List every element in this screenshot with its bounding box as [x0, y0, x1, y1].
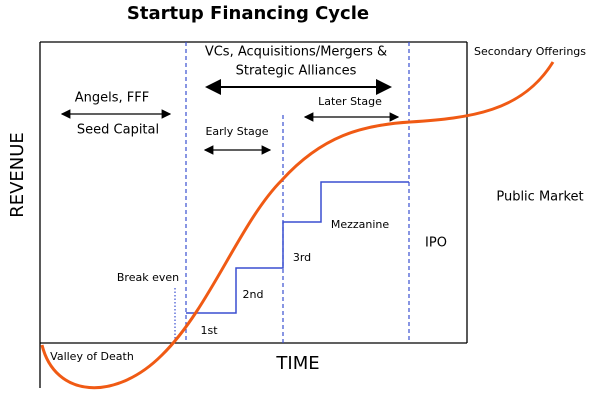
axis-label: TIME — [275, 353, 319, 374]
label: 1st — [200, 324, 218, 337]
label: 3rd — [293, 251, 311, 264]
label: VCs, Acquisitions/Mergers & — [205, 45, 387, 60]
label: Mezzanine — [331, 218, 390, 231]
label: Public Market — [496, 190, 583, 205]
funding-steps — [186, 181, 409, 314]
label: Angels, FFF — [75, 91, 149, 106]
frame — [39, 41, 468, 388]
label: Seed Capital — [77, 123, 159, 138]
labels: VCs, Acquisitions/Mergers & Strategic Al… — [7, 45, 586, 375]
label: 2nd — [243, 288, 264, 301]
label: Early Stage — [205, 125, 268, 138]
label: Later Stage — [318, 95, 382, 108]
label: Strategic Alliances — [236, 64, 357, 79]
axis-label: REVENUE — [7, 132, 28, 218]
label: Break even — [117, 271, 179, 284]
label: Secondary Offerings — [474, 45, 586, 58]
title: Startup Financing Cycle — [127, 3, 369, 24]
label: IPO — [425, 236, 447, 251]
arrows — [60, 79, 400, 155]
label: Valley of Death — [50, 350, 134, 363]
revenue-curve — [40, 61, 555, 389]
